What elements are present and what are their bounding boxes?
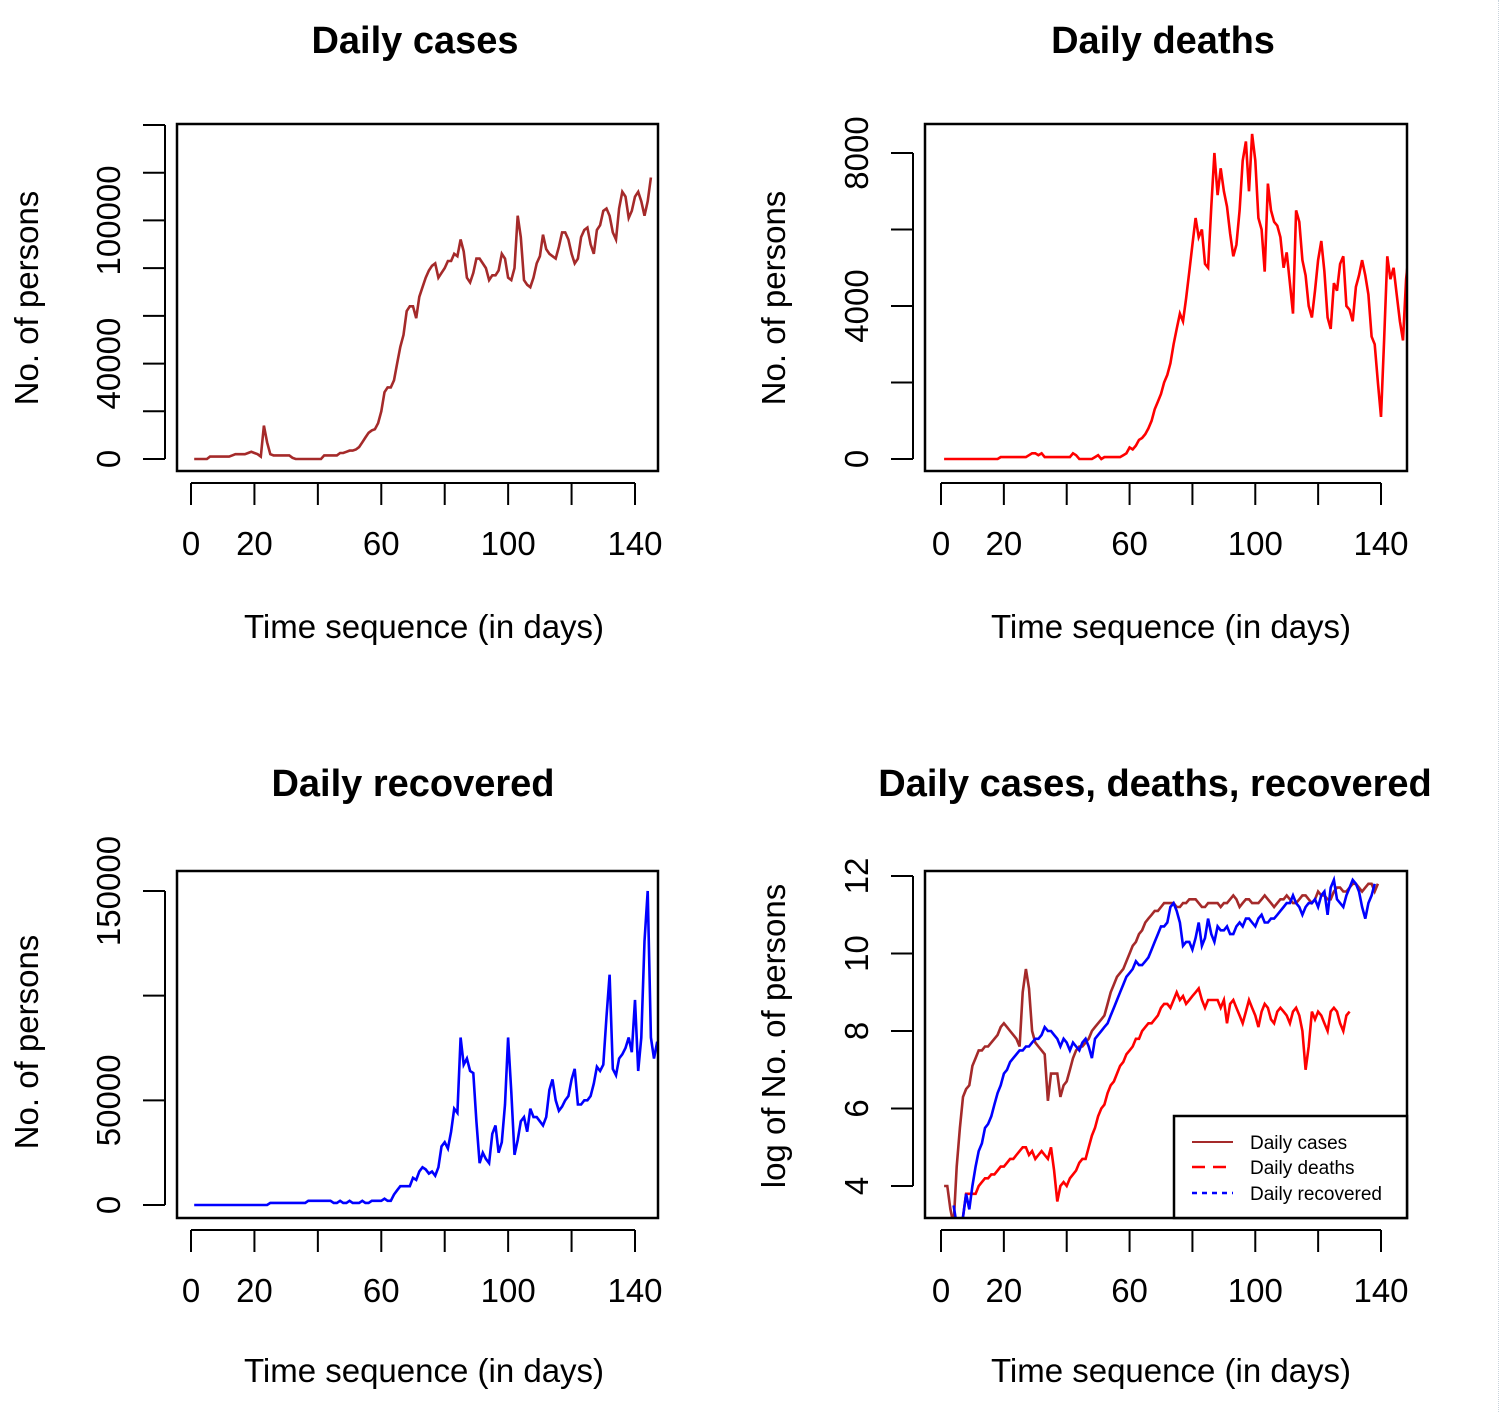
x-tick-label: 0 [182, 525, 200, 562]
x-axis-label: Time sequence (in days) [244, 1352, 604, 1389]
y-tick-label: 0 [90, 450, 127, 468]
series-group [944, 133, 1407, 461]
series-line-daily-recovered [952, 875, 1376, 1218]
legend: Daily cases Daily deaths Daily recovered [1172, 1114, 1409, 1220]
x-tick-label: 0 [932, 1272, 950, 1309]
x-tick-label: 140 [1353, 1272, 1408, 1309]
x-tick-label: 140 [607, 1272, 662, 1309]
panel-cases: Daily cases Time sequence (in days) No. … [8, 20, 663, 645]
y-tick-label: 100000 [90, 165, 127, 275]
chart-title: Daily cases, deaths, recovered [878, 763, 1431, 805]
plot-frame [175, 869, 660, 1220]
x-tick-label: 20 [236, 1272, 273, 1309]
y-tick-label: 0 [838, 450, 875, 468]
x-tick-label: 60 [363, 1272, 400, 1309]
y-axis-label: No. of persons [8, 191, 45, 406]
x-axis-label: Time sequence (in days) [991, 608, 1351, 645]
x-tick-label: 140 [607, 525, 662, 562]
x-tick-label: 140 [1353, 525, 1408, 562]
legend-box [1172, 1114, 1409, 1220]
y-tick-label: 4000 [838, 269, 875, 342]
x-tick-label: 60 [1111, 1272, 1148, 1309]
legend-label-deaths: Daily deaths [1250, 1158, 1355, 1179]
chart-title: Daily recovered [271, 763, 554, 805]
x-axis-label: Time sequence (in days) [991, 1352, 1351, 1389]
y-tick-label: 8 [838, 1022, 875, 1040]
series-line-daily-cases [194, 177, 653, 461]
y-tick-label: 8000 [838, 116, 875, 189]
y-tick-label: 150000 [90, 836, 127, 946]
legend-label-cases: Daily cases [1250, 1133, 1347, 1154]
x-tick-label: 20 [985, 1272, 1022, 1309]
y-tick-label: 6 [838, 1099, 875, 1117]
x-tick-label: 0 [932, 525, 950, 562]
series-line-daily-cases [944, 882, 1380, 1218]
y-axis-label: No. of persons [755, 191, 792, 406]
chart-title: Daily deaths [1051, 20, 1275, 62]
right-edge-guide [1498, 0, 1499, 1412]
panel-recovered: Daily recovered Time sequence (in days) … [8, 763, 663, 1389]
x-tick-label: 100 [481, 525, 536, 562]
plot-frame [175, 122, 660, 473]
plot-frame [923, 122, 1409, 473]
chart-title: Daily cases [311, 20, 518, 62]
series-line-daily-deaths [961, 985, 1351, 1218]
x-tick-label: 100 [481, 1272, 536, 1309]
x-axis-label: Time sequence (in days) [244, 608, 604, 645]
x-tick-label: 20 [236, 525, 273, 562]
x-tick-label: 20 [985, 525, 1022, 562]
series-group [194, 890, 658, 1207]
y-tick-label: 4 [838, 1177, 875, 1195]
x-tick-label: 100 [1228, 525, 1283, 562]
x-tick-label: 60 [363, 525, 400, 562]
series-group [944, 875, 1380, 1218]
y-axis-label: No. of persons [8, 935, 45, 1150]
legend-label-recovered: Daily recovered [1250, 1184, 1382, 1205]
y-tick-label: 0 [90, 1196, 127, 1214]
panel-deaths: Daily deaths Time sequence (in days) No.… [755, 20, 1409, 645]
x-tick-label: 60 [1111, 525, 1148, 562]
x-tick-label: 100 [1228, 1272, 1283, 1309]
series-line-daily-deaths [944, 133, 1407, 461]
y-tick-label: 50000 [90, 1054, 127, 1146]
y-tick-label: 40000 [90, 318, 127, 410]
y-axis-label: log of No. of persons [755, 884, 792, 1189]
series-line-daily-recovered [194, 890, 658, 1207]
y-tick-label: 12 [838, 858, 875, 895]
plot-frame [923, 869, 1409, 1220]
series-group [194, 177, 653, 461]
x-tick-label: 0 [182, 1272, 200, 1309]
y-tick-label: 10 [838, 935, 875, 972]
panel-combined-log: Daily cases, deaths, recovered Time sequ… [755, 763, 1432, 1389]
